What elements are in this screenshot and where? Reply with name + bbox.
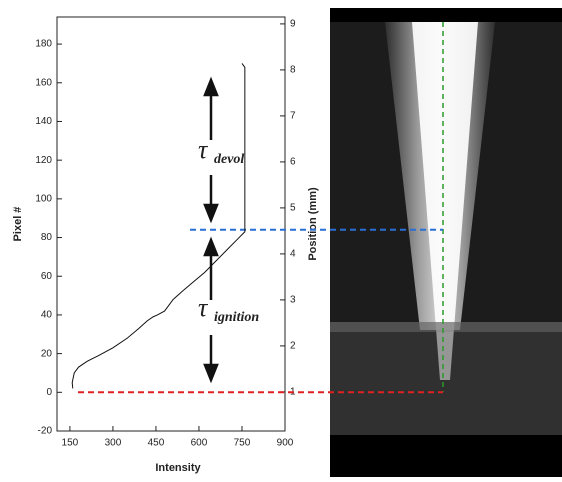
x-tick-label: 300 bbox=[105, 438, 122, 449]
photo-lower bbox=[330, 332, 562, 435]
y2-tick-label: 9 bbox=[290, 19, 296, 30]
annotation-symbol: τ bbox=[198, 135, 209, 164]
y2-tick-label: 3 bbox=[290, 295, 296, 306]
y-tick-label: 80 bbox=[41, 232, 53, 243]
y2-tick-label: 6 bbox=[290, 157, 296, 168]
annotation-subscript: ignition bbox=[214, 310, 259, 325]
y2-tick-label: 4 bbox=[290, 249, 296, 260]
flame-core bbox=[412, 22, 478, 380]
x-tick-label: 150 bbox=[62, 438, 79, 449]
y2-axis-title: Position (mm) bbox=[307, 187, 319, 261]
y2-tick-label: 8 bbox=[290, 65, 296, 76]
data-line bbox=[71, 63, 246, 389]
y-tick-label: 140 bbox=[35, 116, 52, 127]
y-tick-label: 60 bbox=[41, 271, 53, 282]
y-tick-label: 180 bbox=[35, 39, 52, 50]
x-tick-label: 600 bbox=[191, 438, 208, 449]
y2-tick-label: 5 bbox=[290, 203, 296, 214]
x-tick-label: 900 bbox=[277, 438, 294, 449]
y-tick-label: -20 bbox=[38, 426, 53, 437]
plot-frame bbox=[56, 16, 286, 432]
y-tick-label: 0 bbox=[46, 387, 52, 398]
x-tick-label: 450 bbox=[148, 438, 165, 449]
y-tick-label: 100 bbox=[35, 193, 52, 204]
y-tick-label: 40 bbox=[41, 310, 53, 321]
x-tick-label: 750 bbox=[234, 438, 251, 449]
y-tick-label: 120 bbox=[35, 155, 52, 166]
y2-tick-label: 7 bbox=[290, 111, 296, 122]
arrows bbox=[203, 76, 219, 384]
y-tick-label: 20 bbox=[41, 348, 53, 359]
x-axis-title: Intensity bbox=[155, 462, 201, 474]
annotation-symbol: τ bbox=[198, 293, 209, 322]
y2-tick-label: 2 bbox=[290, 341, 296, 352]
photo-band bbox=[330, 322, 562, 332]
y-tick-label: 160 bbox=[35, 77, 52, 88]
y-axis-title: Pixel # bbox=[12, 207, 24, 242]
annotation-subscript: devol bbox=[214, 152, 244, 167]
